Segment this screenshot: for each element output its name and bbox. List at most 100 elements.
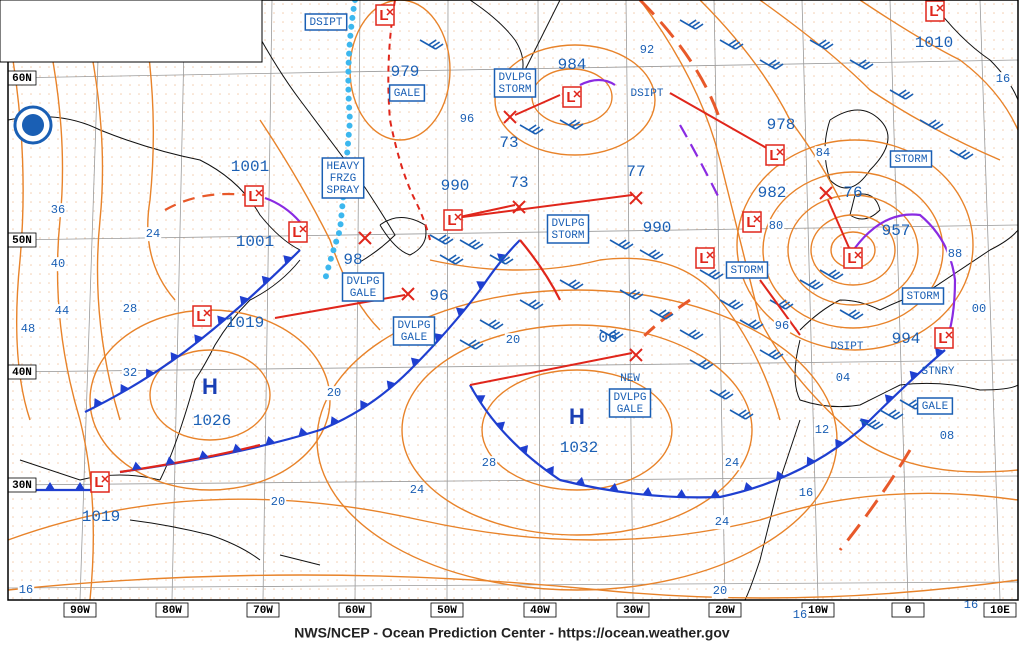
warning-text: GALE (922, 401, 949, 413)
low-icon-box (765, 144, 785, 166)
front-triangle (410, 357, 421, 367)
warning-box (304, 13, 348, 31)
front-symbol (120, 383, 130, 394)
front-triangle (93, 398, 103, 408)
barb-staff (699, 269, 724, 280)
low-x (454, 213, 462, 221)
warning-text: SPRAY (326, 185, 359, 197)
isobar-label-bg (17, 583, 35, 598)
barb-staff (459, 339, 484, 350)
isobar-label-bg (713, 515, 731, 530)
wind-barb (759, 59, 784, 70)
isobar-label: 20 (713, 584, 727, 598)
low-icon-box (443, 209, 463, 231)
forecast-pressure: 06 (598, 329, 617, 347)
barb-staff (689, 359, 714, 370)
low-x (101, 475, 109, 483)
barb-staff (849, 59, 874, 70)
barb-staff (729, 409, 754, 420)
front-symbol (360, 400, 369, 410)
front-symbol (884, 394, 894, 404)
warning-box (916, 397, 954, 415)
low-x (299, 225, 307, 233)
isobar-label: 28 (123, 302, 137, 316)
front-triangle (360, 400, 369, 410)
longitude-label: 40W (530, 605, 550, 617)
low-symbol: L (938, 330, 947, 347)
low-icon-box (192, 305, 212, 327)
front-triangle (131, 461, 142, 471)
front-triangle (434, 333, 444, 343)
isobar-label: 16 (793, 608, 807, 622)
isobar-label: 24 (725, 456, 739, 470)
warning-box (889, 150, 933, 168)
warning-box (321, 157, 365, 199)
front-triangle (194, 334, 204, 344)
low-x (753, 215, 761, 223)
barb-staff (639, 249, 664, 260)
front-symbol (676, 489, 687, 498)
warning-text: GALE (617, 404, 644, 416)
high-pressure: 1026 (193, 412, 231, 430)
barb-staff (759, 349, 784, 360)
warning-text: DSIPT (309, 17, 342, 29)
warning-text: STORM (498, 84, 531, 96)
wind-barb (719, 39, 744, 50)
longitude-label: 10W (808, 605, 828, 617)
warning-text: DSIPT (630, 88, 663, 100)
isobar-label-bg (49, 203, 67, 218)
warning-text: DVLPG (346, 276, 379, 288)
front-triangle (239, 295, 249, 306)
low-icon-box (562, 86, 582, 108)
front-triangle (710, 489, 721, 498)
isobar-label-bg (458, 112, 476, 127)
longitude-label: 20W (715, 605, 735, 617)
longitude-label: 10E (990, 605, 1010, 617)
warning-text: DVLPG (551, 218, 584, 230)
wind-barb (819, 269, 844, 280)
barb-staff (919, 119, 944, 130)
low-symbol: L (94, 474, 103, 491)
low-symbol: L (196, 308, 205, 325)
low-symbol: L (929, 3, 938, 20)
forecast-pressure: 73 (509, 174, 528, 192)
forecast-x (503, 110, 517, 124)
front-triangle (45, 482, 55, 490)
barb-staff (819, 269, 844, 280)
lon-label-box (246, 602, 280, 618)
barb-staff (739, 319, 764, 330)
front-symbol (775, 470, 786, 481)
isobar-label: 00 (972, 302, 986, 316)
wind-barb (609, 239, 634, 250)
low-symbol: L (699, 250, 708, 267)
isobar-label-bg (269, 495, 287, 510)
wind-barb (919, 119, 944, 130)
front-triangle (298, 427, 308, 437)
isobar-label: 20 (506, 333, 520, 347)
warning-text: DVLPG (498, 72, 531, 84)
front-triangle (265, 436, 276, 446)
wind-barb (859, 419, 884, 430)
wind-barb (699, 269, 724, 280)
wind-barb (439, 254, 464, 265)
front-symbol (165, 456, 176, 466)
front-symbol (455, 307, 466, 317)
front-triangle (545, 465, 554, 476)
front-triangle (330, 416, 340, 426)
front-symbol (519, 445, 529, 455)
low-x (203, 309, 211, 317)
front-symbol (410, 357, 421, 367)
isobar-label: 16 (799, 486, 813, 500)
low-icon-box (843, 247, 863, 269)
front-symbol (75, 482, 85, 490)
warning-text: DSIPT (830, 341, 863, 353)
forecast-pressure: 73 (499, 134, 518, 152)
longitude-label: 60W (345, 605, 365, 617)
front-symbol (386, 380, 396, 390)
isobar-label-bg (994, 72, 1012, 87)
front-symbol (261, 275, 271, 286)
longitude-label: 80W (162, 605, 182, 617)
forecast-pressure: 98 (343, 251, 362, 269)
wind-barb (689, 359, 714, 370)
